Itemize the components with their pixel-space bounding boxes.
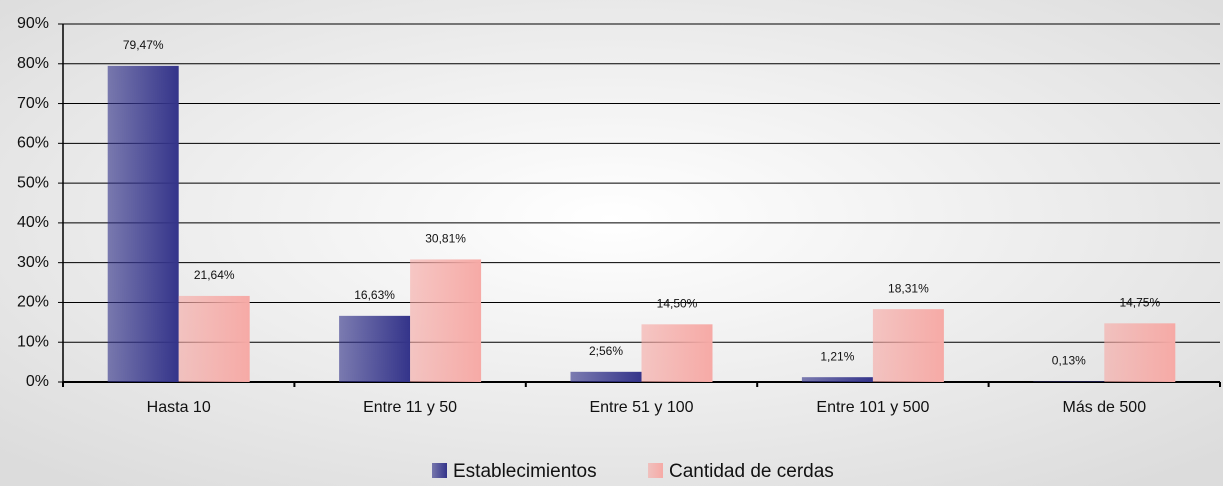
chart: 0% 10% 20% 30% 40% 50% 60% 70% 80% 90% Hasta 10 79,… [0,0,1223,486]
value-label: 30,81% [425,232,466,246]
y-tick-label: 50% [17,174,49,191]
value-label: 0,13% [1052,354,1086,368]
legend-label: Establecimientos [453,461,597,482]
bar [1033,381,1104,382]
x-tick-label: Entre 101 y 500 [816,399,929,416]
y-tick-label: 20% [17,294,49,311]
bar [571,372,642,382]
bar [410,259,481,382]
legend-label: Cantidad de cerdas [669,461,834,482]
bar [1104,323,1175,382]
y-tick-label: 30% [17,254,49,271]
legend-swatch [432,463,447,478]
value-label: 18,31% [888,281,929,295]
value-label: 1,21% [820,349,854,363]
legend-swatch [648,463,663,478]
value-label: 21,64% [194,268,235,282]
bar [179,296,250,382]
x-tick-label: Entre 51 y 100 [589,399,693,416]
y-tick-label: 0% [26,373,49,390]
value-label: 14,50% [657,296,698,310]
y-tick-label: 40% [17,214,49,231]
y-tick-label: 70% [17,95,49,112]
bar [339,316,410,382]
y-tick-label: 90% [17,15,49,32]
y-tick-label: 80% [17,55,49,72]
bar [642,324,713,382]
bar [802,377,873,382]
y-tick-label: 10% [17,333,49,350]
value-label: 14,75% [1119,295,1160,309]
y-tick-label: 60% [17,135,49,152]
value-label: 16,63% [354,288,395,302]
value-label: 2;56% [589,344,623,358]
x-tick-label: Hasta 10 [147,399,211,416]
bar [873,309,944,382]
value-label: 79,47% [123,38,164,52]
bar [108,66,179,382]
page: 0% 10% 20% 30% 40% 50% 60% 70% 80% 90% Hasta 10 79,… [0,0,1223,486]
x-tick-label: Más de 500 [1062,399,1146,416]
x-tick-label: Entre 11 y 50 [363,399,457,416]
